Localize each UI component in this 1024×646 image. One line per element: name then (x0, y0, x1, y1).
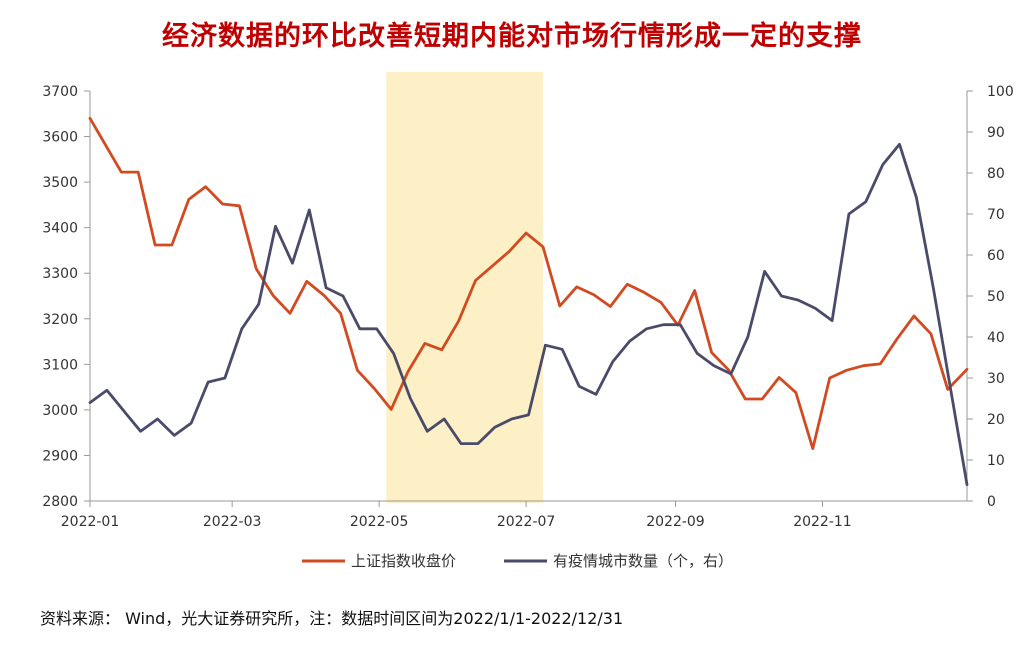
x-tick-label: 2022-07 (497, 514, 556, 530)
y-right-tick-label: 10 (987, 453, 1005, 469)
legend-label-index: 上证指数收盘价 (351, 552, 456, 570)
y-left-tick-label: 3300 (42, 266, 78, 282)
x-tick-label: 2022-01 (61, 514, 120, 530)
x-tick-label: 2022-03 (203, 514, 262, 530)
chart-title: 经济数据的环比改善短期内能对市场行情形成一定的支撑 (162, 21, 862, 52)
legend: 上证指数收盘价 有疫情城市数量（个，右） (302, 552, 733, 570)
y-right-tick-label: 40 (987, 330, 1005, 346)
y-right-tick-label: 70 (987, 207, 1005, 223)
y-right-tick-label: 90 (987, 125, 1005, 141)
line-chart: 2800 2900 3000 3100 3200 3300 3400 3500 3600 3700… (42, 72, 1014, 570)
highlight-band (386, 72, 543, 503)
y-left-tick-label: 3100 (42, 357, 78, 373)
y-left-tick-label: 2800 (42, 494, 78, 510)
y-right-tick-label: 20 (987, 412, 1005, 428)
y-left-tick-label: 3200 (42, 312, 78, 328)
y-right-tick-label: 60 (987, 248, 1005, 264)
series-layer (88, 116, 969, 487)
y-right-tick-label: 30 (987, 371, 1005, 387)
y-right-tick-label: 0 (987, 494, 996, 510)
y-right-tick-label: 80 (987, 166, 1005, 182)
legend-label-cities: 有疫情城市数量（个，右） (553, 552, 733, 570)
y-left-tick-label: 3500 (42, 175, 78, 191)
y-left-tick-label: 3400 (42, 221, 78, 237)
x-tick-label: 2022-09 (646, 514, 705, 530)
y-right-tick-label: 100 (987, 84, 1014, 100)
y-left-tick-label: 3600 (42, 130, 78, 146)
axes-layer: 2800 2900 3000 3100 3200 3300 3400 3500 3600 3700… (42, 84, 1013, 530)
y-right-tick-label: 50 (987, 289, 1005, 305)
highlight-band-layer (386, 72, 543, 503)
source-note: 资料来源： Wind，光大证券研究所，注：数据时间区间为2022/1/1-202… (40, 609, 624, 628)
y-left-tick-label: 3000 (42, 403, 78, 419)
series-line-index (88, 116, 969, 451)
y-left-tick-label: 3700 (42, 84, 78, 100)
x-tick-label: 2022-05 (350, 514, 409, 530)
series-line-cities (88, 142, 969, 487)
y-left-tick-label: 2900 (42, 448, 78, 464)
x-tick-label: 2022-11 (793, 514, 852, 530)
